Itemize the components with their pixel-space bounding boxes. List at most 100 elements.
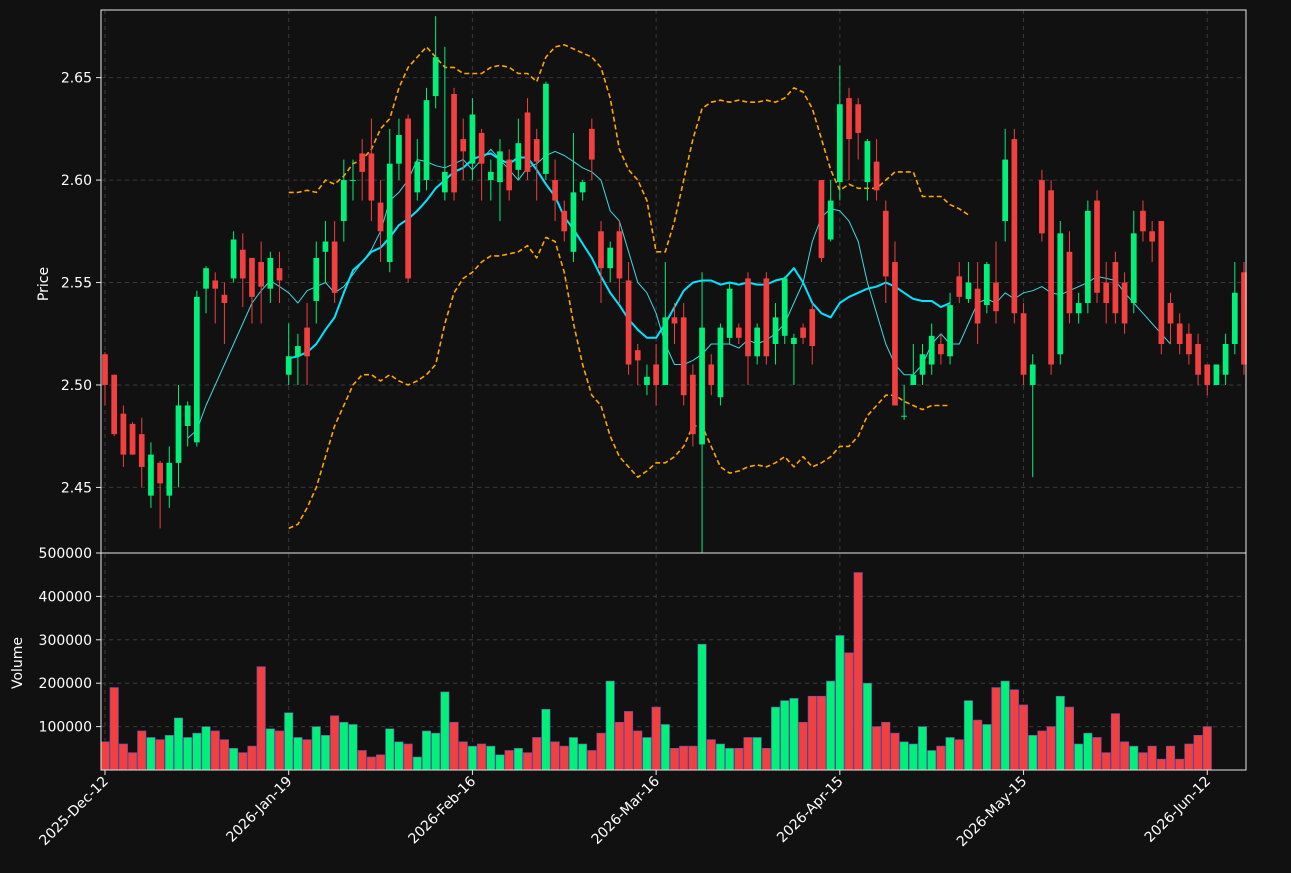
volume-bar (991, 687, 1001, 771)
candle-body (809, 309, 816, 347)
candle-body (552, 180, 558, 201)
moving-averages (187, 148, 1171, 439)
candle-body (910, 374, 917, 385)
volume-bar (752, 737, 762, 771)
candle-body (1204, 364, 1211, 385)
volume-bar (128, 752, 138, 771)
candle-body (1020, 313, 1027, 375)
volume-bar (1028, 734, 1038, 771)
volume-bar (605, 680, 615, 771)
volume-bar (917, 726, 928, 771)
candle-body (763, 278, 770, 357)
candle-body (754, 327, 761, 357)
candle-body (497, 151, 503, 183)
volume-bar (1202, 726, 1212, 771)
candle-body (120, 413, 127, 455)
candle-body (221, 294, 228, 304)
candle-body (938, 343, 944, 355)
volume-bar (1055, 695, 1065, 771)
candle-body (662, 317, 669, 385)
volume-tick-label: 300000 (39, 633, 92, 649)
candle-body (322, 241, 329, 252)
candle-body (451, 94, 457, 193)
volume-bar (1156, 758, 1166, 771)
candle-body (524, 112, 531, 172)
volume-bar (633, 730, 643, 771)
volume-bar (853, 572, 863, 771)
candle-body (295, 346, 301, 357)
candle-body (340, 180, 347, 222)
candle-body (1039, 180, 1045, 234)
volume-tick-label: 100000 (39, 720, 92, 736)
volume-bar (835, 635, 845, 771)
candle-body (102, 354, 108, 385)
volume-tick-label: 200000 (39, 676, 92, 692)
volume-tick-label: 400000 (39, 589, 92, 605)
candle-body (460, 139, 467, 152)
volume-bar (247, 745, 257, 771)
candle-body (304, 327, 310, 357)
candle-body (588, 128, 595, 160)
volume-bar (1138, 752, 1148, 771)
candle-body (533, 139, 540, 162)
volume-bar (394, 741, 404, 771)
volume-bar (908, 743, 918, 771)
volume-bar (1120, 741, 1130, 771)
candle-body (184, 405, 191, 426)
candle-body (148, 454, 154, 496)
volume-bar (100, 741, 110, 771)
candle-body (203, 268, 209, 289)
candle-body (1075, 303, 1082, 314)
volume-bar (899, 741, 909, 771)
candle-body (414, 161, 421, 193)
candle-body (735, 327, 742, 338)
candle-body (396, 134, 402, 164)
volume-bar (293, 737, 303, 771)
volume-bars (100, 572, 1212, 771)
candle-body (331, 241, 338, 293)
candle-body (405, 118, 411, 279)
candle-body (680, 317, 687, 396)
candle-body (442, 171, 448, 193)
candle-body (598, 231, 604, 269)
volume-bar (578, 743, 588, 771)
volume-bar (385, 728, 395, 771)
candle-body (570, 192, 577, 252)
volume-bar (265, 728, 275, 771)
volume-bar (302, 739, 312, 771)
candle-body (561, 210, 568, 232)
volume-bar (118, 743, 128, 771)
candle-body (699, 327, 705, 445)
candle-body (194, 296, 200, 443)
volume-bar (881, 721, 891, 771)
volume-panel-frame (100, 552, 1247, 771)
volume-bar (963, 700, 973, 771)
candle-body (1231, 292, 1238, 344)
volume-axis-ticks: 100000 200000 300000 400000 500000 (39, 546, 101, 736)
volume-bar (587, 750, 597, 771)
volume-bar (229, 747, 239, 771)
candle-body (1121, 282, 1128, 324)
volume-bar (761, 747, 771, 771)
volume-bar (238, 752, 248, 771)
volume-bar (412, 756, 422, 771)
volume-bar (1037, 730, 1047, 771)
volume-bar (624, 711, 634, 771)
volume-bar (890, 732, 900, 771)
candle-body (717, 327, 724, 398)
volume-bar (706, 739, 716, 771)
volume-bar (183, 737, 193, 771)
volume-bar (1046, 726, 1056, 771)
volume-bar (872, 726, 882, 771)
candle-body (579, 182, 586, 193)
candle-body (1057, 233, 1064, 355)
volume-bar (954, 739, 964, 771)
volume-bar (330, 715, 340, 771)
candle-body (974, 288, 981, 324)
volume-bar (164, 734, 174, 771)
volume-bar (403, 743, 413, 771)
candle-body (258, 262, 265, 287)
volume-bar (734, 747, 744, 771)
volume-bar (1074, 743, 1084, 771)
